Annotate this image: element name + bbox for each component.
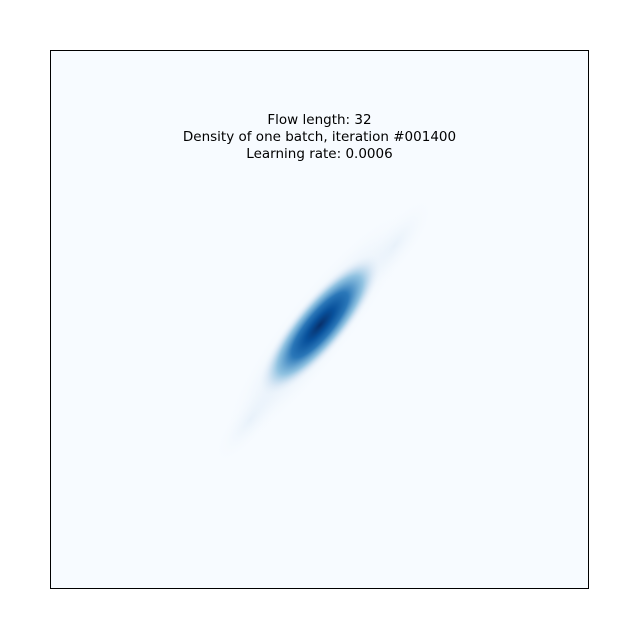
title-line-flow-length: Flow length: 32 <box>267 112 372 128</box>
title-line-density-iteration: Density of one batch, iteration #001400 <box>182 129 457 145</box>
title-line-learning-rate: Learning rate: 0.0006 <box>246 146 393 162</box>
chart-title: Flow length: 32 Density of one batch, it… <box>50 112 589 163</box>
density-heatmap <box>51 51 588 588</box>
density-plot-area <box>50 50 589 589</box>
density-core <box>257 252 383 398</box>
